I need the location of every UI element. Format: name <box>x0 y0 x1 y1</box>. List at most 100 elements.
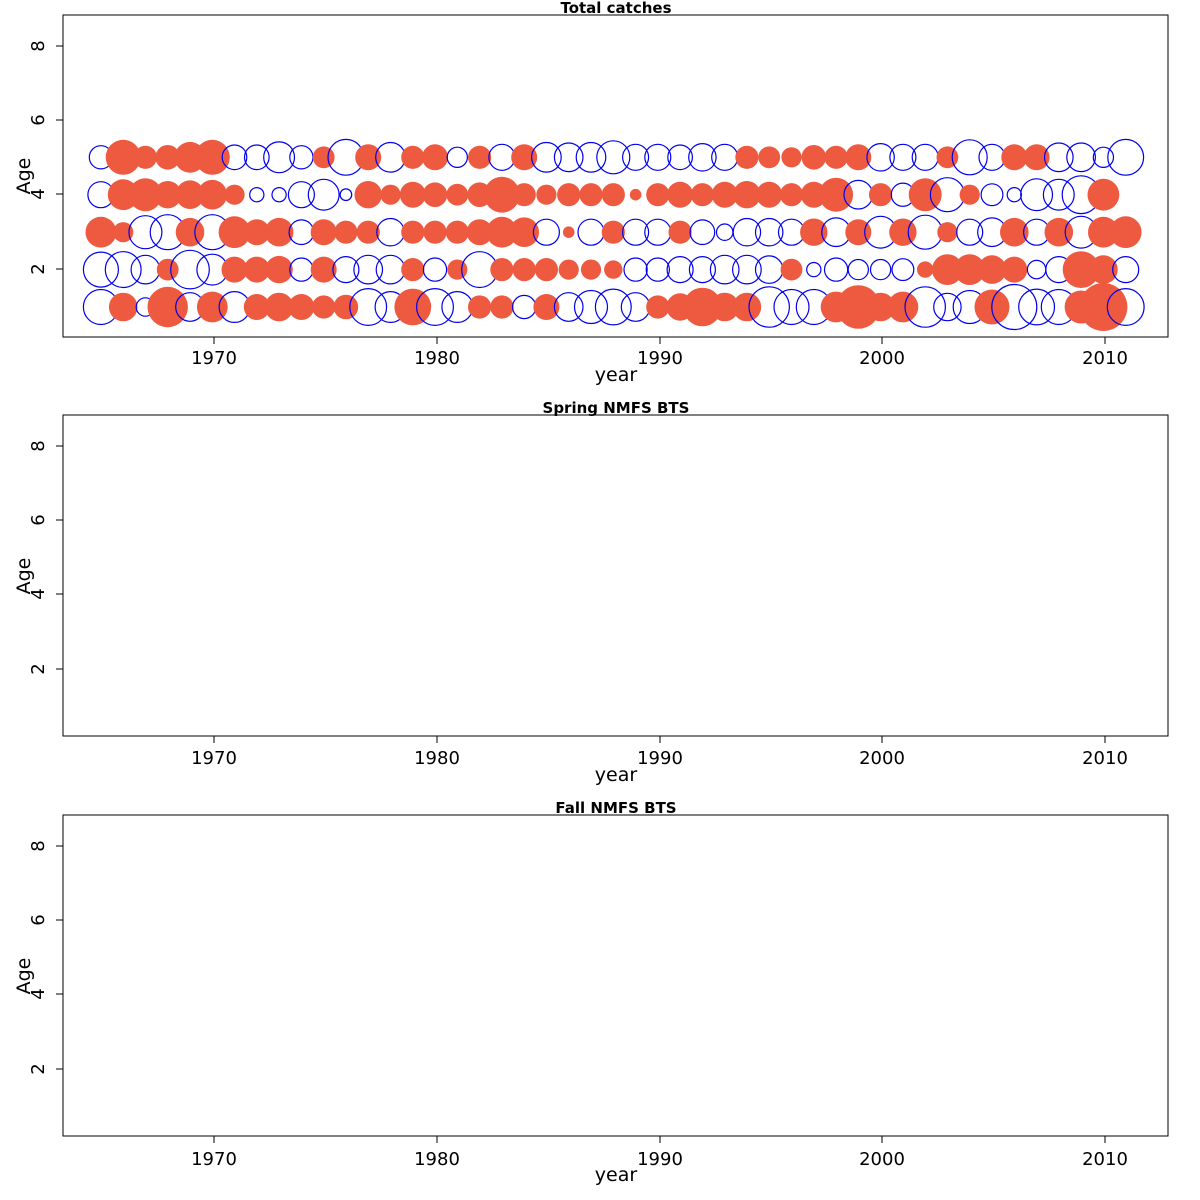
x-ticks: 1970 1980 1990 2000 2010 <box>191 337 1128 369</box>
panel-title: Spring NMFS BTS <box>543 399 690 417</box>
residual-bubble <box>575 141 607 173</box>
residual-bubble <box>562 226 575 238</box>
residual-bubble <box>668 220 692 244</box>
residual-bubble <box>889 218 917 246</box>
residual-bubble <box>512 183 536 207</box>
x-ticks: 1970 1980 1990 2000 2010 <box>191 1136 1128 1170</box>
x-tick-label: 1970 <box>191 748 237 769</box>
residual-bubble <box>781 147 802 168</box>
residual-bubble <box>1023 144 1050 171</box>
x-axis-label: year <box>595 1164 638 1186</box>
residual-bubble <box>666 256 694 284</box>
residual-bubble <box>490 258 514 282</box>
residual-bubble <box>147 286 188 328</box>
residual-bubble <box>394 288 432 326</box>
y-ticks: 2 4 6 8 <box>28 40 63 275</box>
residual-bubble <box>1112 256 1140 284</box>
residual-bubble <box>289 257 314 282</box>
residual-bubble <box>936 146 959 169</box>
residual-bubble <box>401 145 425 169</box>
x-tick-label: 1990 <box>637 1149 683 1170</box>
y-axis-label: Age <box>13 158 35 195</box>
residual-bubble <box>130 254 161 285</box>
bubbles-total-catches <box>82 138 1145 331</box>
residual-bubble <box>312 146 335 169</box>
plot-frame <box>62 14 1169 338</box>
residual-bubble <box>108 292 138 322</box>
residual-bubble <box>446 183 469 206</box>
residual-bubble <box>105 139 141 175</box>
residual-bubble <box>644 143 672 171</box>
residual-bubble <box>558 259 579 280</box>
residual-bubble <box>801 145 827 170</box>
residual-bubble <box>604 260 623 279</box>
x-tick-label: 1980 <box>414 1149 460 1170</box>
residual-bubble <box>488 143 516 171</box>
residual-bubble <box>82 251 120 288</box>
y-ticks: 2 4 6 8 <box>28 840 63 1075</box>
residual-bubble <box>806 261 822 278</box>
residual-bubble <box>249 186 265 203</box>
residual-bubble <box>735 145 759 169</box>
residual-bubble <box>221 256 248 283</box>
residual-bubble <box>263 141 296 174</box>
residual-bubble <box>532 218 561 246</box>
residual-bubble <box>1044 217 1074 247</box>
residual-bubble <box>511 144 538 171</box>
residual-bubble <box>845 219 872 246</box>
x-tick-label: 2000 <box>859 748 905 769</box>
residual-bubble <box>264 217 294 247</box>
residual-bubble <box>288 294 315 320</box>
residual-bubble <box>422 257 448 282</box>
residual-bubble <box>375 254 406 285</box>
residual-bubble <box>376 217 405 247</box>
residual-bubble <box>399 181 426 208</box>
residual-bubble <box>623 257 648 282</box>
residual-bubble <box>917 261 934 278</box>
panel-fall-nmfs-bts: Fall NMFS BTS 1970 1980 1990 2000 2010 2… <box>13 799 1169 1186</box>
residual-bubble <box>307 178 340 211</box>
y-axis-label: Age <box>13 558 35 595</box>
residual-bubble <box>422 144 448 171</box>
residual-bubble <box>866 143 895 172</box>
residual-bubble <box>754 217 784 247</box>
residual-bubble <box>553 142 584 173</box>
residual-bubble <box>978 143 1006 171</box>
residual-bubble <box>620 292 651 322</box>
residual-bubble <box>484 176 520 213</box>
residual-bubble <box>221 144 248 171</box>
residual-bubble <box>310 256 337 283</box>
residual-bubble <box>956 218 984 246</box>
residual-bubble <box>155 145 180 170</box>
residual-bubble <box>401 220 425 244</box>
plot-frame <box>62 414 1169 737</box>
y-tick-label: 8 <box>28 440 49 451</box>
residual-bubble <box>534 258 559 282</box>
residual-bubble <box>601 183 625 207</box>
residual-bubble <box>891 258 915 282</box>
residual-bubble <box>621 143 650 171</box>
residual-bubble <box>175 180 205 209</box>
x-tick-label: 2010 <box>1082 748 1128 769</box>
residual-bubble <box>889 143 917 171</box>
residual-bubble <box>646 295 670 319</box>
residual-bubble <box>446 146 468 168</box>
residual-bubble <box>579 183 603 207</box>
y-tick-label: 8 <box>28 840 49 851</box>
residual-bubble <box>845 144 872 171</box>
residual-bubble <box>468 145 492 169</box>
x-tick-label: 1990 <box>637 748 683 769</box>
residual-bubble <box>780 258 803 281</box>
residual-bubble <box>1001 144 1028 171</box>
y-tick-label: 6 <box>28 514 49 525</box>
residual-bubble <box>265 255 293 284</box>
residual-bubble <box>758 146 781 169</box>
residual-bubble <box>690 183 715 207</box>
residual-bubble <box>197 179 228 210</box>
residual-bubble <box>847 258 870 281</box>
residual-bubble <box>1087 178 1120 211</box>
x-tick-label: 2010 <box>1082 348 1128 369</box>
residual-bubble <box>1006 186 1023 203</box>
residual-bubble <box>194 139 230 175</box>
